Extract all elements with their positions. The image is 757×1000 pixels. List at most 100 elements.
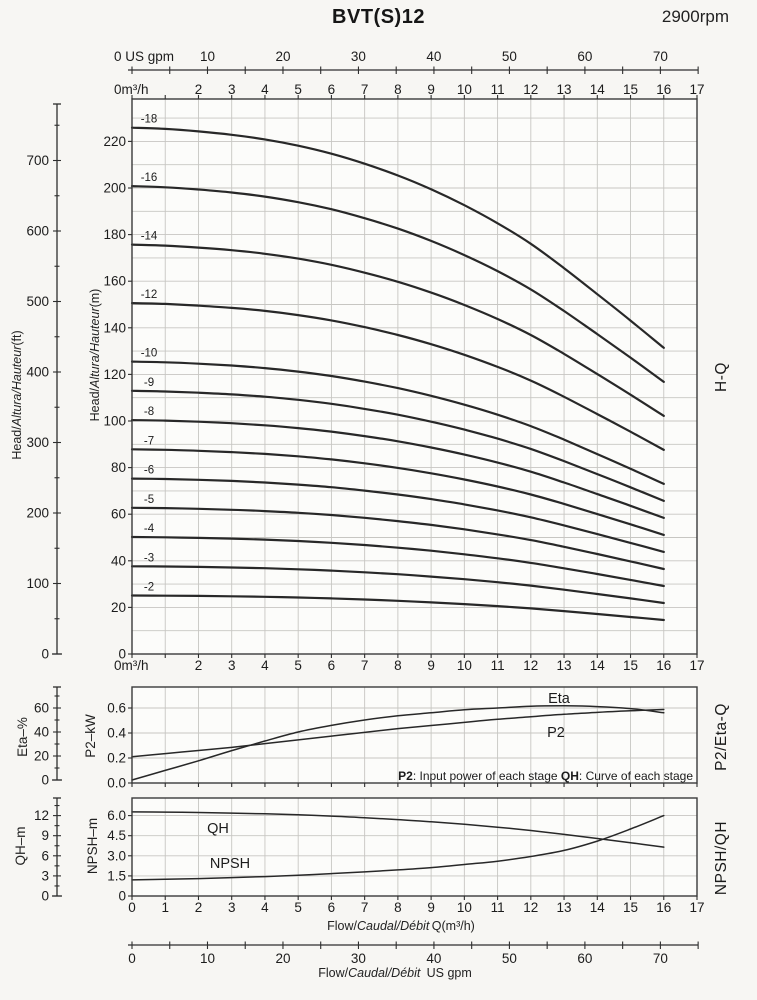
x-axis-label-flow-m3h: Flow/Caudal/Débit Q(m³/h): [327, 919, 475, 933]
gpm-bottom-tick-label: 60: [577, 951, 592, 966]
npsh-tick-label: 3.0: [107, 848, 126, 863]
m3h-top-zero-label: 0m³/h: [114, 82, 149, 97]
hq-curve-label-5: -5: [144, 494, 154, 506]
gpm-bottom-tick-label: 40: [426, 951, 441, 966]
m3h-top-tick-label: 8: [394, 82, 402, 97]
m3h-bottom-tick-label: 15: [623, 900, 638, 915]
p2-curve-label: P2: [547, 725, 565, 741]
m3h-mid-tick-label: 5: [294, 658, 302, 673]
page-title: BVT(S)12: [332, 6, 425, 28]
m3h-top-tick-label: 2: [195, 82, 203, 97]
hq-m-tick-label: 40: [111, 553, 126, 568]
m3h-top-tick-label: 4: [261, 82, 269, 97]
hq-m-tick-label: 220: [103, 134, 126, 149]
m3h-mid-tick-label: 13: [557, 658, 572, 673]
eta-tick-label: 40: [34, 725, 49, 740]
m3h-mid-tick-label: 8: [394, 658, 402, 673]
m3h-bottom-tick-label: 2: [195, 900, 203, 915]
eta-tick-label: 60: [34, 701, 49, 716]
hq-curve-label-3: -3: [144, 552, 154, 564]
hq-curve-stage-2: [130, 594, 665, 622]
hq-m-tick-label: 80: [111, 460, 126, 475]
gpm-top-tick-label: 20: [275, 49, 290, 64]
p2-curve: [131, 708, 665, 758]
hq-curve-label-10: -10: [141, 348, 158, 360]
qh-tick-label: 0: [41, 889, 49, 904]
eta-curve: [131, 705, 665, 781]
hq-curve-label-2: -2: [144, 582, 154, 594]
stage-footnote: P2: Input power of each stage QH: Curve …: [398, 769, 693, 783]
eta-curve-label: Eta: [548, 691, 571, 707]
m3h-bottom-tick-label: 16: [656, 900, 671, 915]
m3h-top-tick-label: 13: [557, 82, 572, 97]
hq-curve-label-12: -12: [141, 289, 158, 301]
m3h-top-tick-label: 5: [294, 82, 302, 97]
p2-tick-label: 0.6: [107, 701, 126, 716]
m3h-top-tick-label: 12: [523, 82, 538, 97]
m3h-top-tick-label: 11: [491, 82, 505, 97]
hq-curve-stage-5: [130, 506, 665, 571]
hq-curve-stage-3: [130, 565, 665, 605]
m3h-top-tick-label: 3: [228, 82, 236, 97]
m3h-top-tick-label: 14: [590, 82, 606, 97]
m3h-bottom-tick-label: 7: [361, 900, 369, 915]
hq-m-tick-label: 20: [111, 600, 126, 615]
gpm-top-tick-label: 10: [200, 49, 215, 64]
hq-curve-stage-18: [130, 126, 665, 349]
qh-curve: [131, 811, 665, 848]
m3h-mid-tick-label: 9: [427, 658, 435, 673]
qh-tick-label: 9: [41, 828, 49, 843]
hq-curve-stage-10: [130, 360, 665, 485]
gpm-bottom-tick-label: 50: [502, 951, 517, 966]
p2-tick-label: 0.2: [107, 751, 126, 766]
qh-curve-label: QH: [207, 821, 229, 837]
eta-tick-label: 20: [34, 749, 49, 764]
x-axis-label-flow-gpm: Flow/Caudal/Débit US gpm: [318, 966, 472, 980]
m3h-mid-tick-label: 11: [491, 658, 505, 673]
hq-m-tick-label: 180: [103, 227, 126, 242]
hq-curve-label-6: -6: [144, 465, 154, 477]
npsh-tick-label: 1.5: [107, 868, 126, 883]
rpm-value: 2900rpm: [661, 7, 729, 26]
gpm-top-tick-label: 60: [577, 49, 592, 64]
m3h-mid-tick-label: 15: [623, 658, 638, 673]
npsh-curve: [131, 814, 665, 881]
m3h-bottom-tick-label: 14: [590, 900, 606, 915]
gpm-bottom-tick-label: 10: [200, 951, 215, 966]
ft-tick-label: 300: [26, 435, 49, 450]
hq-curve-label-8: -8: [144, 406, 154, 418]
m3h-mid-tick-label: 16: [656, 658, 671, 673]
m3h-top-tick-label: 17: [689, 82, 704, 97]
p2eta-plot-border: [131, 686, 698, 784]
m3h-bottom-tick-label: 8: [394, 900, 402, 915]
m3h-bottom-tick-label: 9: [427, 900, 435, 915]
qh-tick-label: 3: [41, 868, 49, 883]
m3h-bottom-tick-label: 0: [128, 900, 136, 915]
m3h-bottom-tick-label: 12: [523, 900, 538, 915]
npsh-tick-label: 6.0: [107, 808, 126, 823]
m3h-mid-tick-label: 14: [590, 658, 606, 673]
hq-m-tick-label: 120: [103, 367, 126, 382]
hq-curve-stage-16: [130, 185, 665, 383]
m3h-mid-zero-label: 0m³/h: [114, 658, 149, 673]
m3h-bottom-tick-label: 4: [261, 900, 269, 915]
gpm-top-tick-label: 30: [351, 49, 366, 64]
gpm-bottom-tick-label: 70: [653, 951, 668, 966]
m3h-bottom-tick-label: 10: [457, 900, 472, 915]
m3h-mid-tick-label: 12: [523, 658, 538, 673]
hq-m-tick-label: 140: [103, 320, 126, 335]
hq-m-tick-label: 200: [103, 181, 126, 196]
m3h-mid-tick-label: 10: [457, 658, 472, 673]
m3h-bottom-tick-label: 5: [294, 900, 302, 915]
gpm-top-zero-label: 0 US gpm: [114, 49, 174, 64]
ft-tick-label: 200: [26, 506, 49, 521]
npshqh-plot-border: [131, 797, 698, 897]
hq-curve-label-7: -7: [144, 435, 154, 447]
ft-tick-label: 100: [26, 576, 49, 591]
hq-curve-stage-9: [130, 389, 665, 502]
hq-curve-stage-7: [130, 448, 665, 536]
m3h-top-tick-label: 7: [361, 82, 369, 97]
qh-tick-label: 6: [41, 848, 49, 863]
